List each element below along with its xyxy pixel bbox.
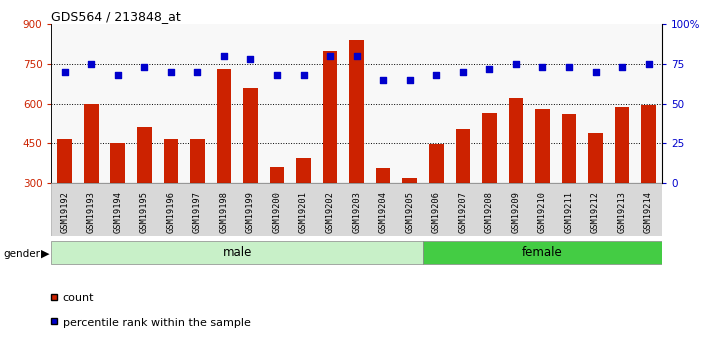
Text: GSM19204: GSM19204: [378, 191, 388, 233]
Bar: [137, 127, 151, 183]
Text: GSM19210: GSM19210: [538, 191, 547, 233]
Text: GSM19214: GSM19214: [644, 191, 653, 233]
Bar: [243, 88, 258, 183]
Point: [590, 69, 601, 75]
Point: [351, 53, 362, 59]
Bar: [84, 104, 99, 183]
Text: GSM19206: GSM19206: [432, 191, 441, 233]
Text: female: female: [522, 246, 563, 259]
Point: [511, 61, 522, 67]
Text: GDS564 / 213848_at: GDS564 / 213848_at: [51, 10, 181, 23]
Point: [457, 69, 468, 75]
Bar: [429, 145, 443, 183]
Text: gender: gender: [4, 249, 41, 258]
Text: GSM19197: GSM19197: [193, 191, 202, 233]
Bar: [376, 168, 391, 183]
Text: GSM19213: GSM19213: [618, 191, 627, 233]
Bar: [482, 113, 497, 183]
Bar: [190, 139, 205, 183]
Bar: [323, 51, 338, 183]
Bar: [641, 105, 656, 183]
Text: GSM19202: GSM19202: [326, 191, 335, 233]
Text: GSM19194: GSM19194: [114, 191, 122, 233]
Point: [59, 69, 71, 75]
Bar: [57, 139, 72, 183]
Text: GSM19201: GSM19201: [299, 191, 308, 233]
Text: GSM19195: GSM19195: [140, 191, 149, 233]
Bar: [349, 40, 364, 183]
Bar: [508, 98, 523, 183]
Point: [86, 61, 97, 67]
Bar: [296, 158, 311, 183]
Point: [139, 64, 150, 70]
Point: [271, 72, 283, 78]
Bar: [216, 69, 231, 183]
Point: [324, 53, 336, 59]
Point: [218, 53, 230, 59]
Bar: [535, 109, 550, 183]
Text: GSM19193: GSM19193: [86, 191, 96, 233]
Text: GSM19203: GSM19203: [352, 191, 361, 233]
Bar: [51, 241, 423, 264]
Text: GSM19199: GSM19199: [246, 191, 255, 233]
Point: [643, 61, 654, 67]
Text: count: count: [63, 294, 94, 303]
Text: GSM19205: GSM19205: [406, 191, 414, 233]
Point: [165, 69, 176, 75]
Text: GSM19198: GSM19198: [219, 191, 228, 233]
Point: [298, 72, 309, 78]
Text: male: male: [223, 246, 252, 259]
Point: [404, 77, 416, 82]
Text: ▶: ▶: [41, 249, 50, 258]
Point: [483, 66, 495, 71]
Text: GSM19209: GSM19209: [511, 191, 521, 233]
Bar: [423, 241, 662, 264]
Bar: [562, 114, 576, 183]
Point: [537, 64, 548, 70]
Text: GSM19212: GSM19212: [591, 191, 600, 233]
Bar: [111, 143, 125, 183]
Point: [112, 72, 124, 78]
Point: [616, 64, 628, 70]
Point: [431, 72, 442, 78]
Text: percentile rank within the sample: percentile rank within the sample: [63, 318, 251, 327]
Point: [191, 69, 203, 75]
Point: [378, 77, 389, 82]
Text: GSM19208: GSM19208: [485, 191, 494, 233]
Text: GSM19196: GSM19196: [166, 191, 176, 233]
Point: [563, 64, 575, 70]
Bar: [588, 132, 603, 183]
Bar: [615, 108, 629, 183]
Bar: [403, 178, 417, 183]
Text: GSM19200: GSM19200: [273, 191, 281, 233]
Text: GSM19211: GSM19211: [565, 191, 573, 233]
Text: GSM19207: GSM19207: [458, 191, 467, 233]
Bar: [270, 167, 284, 183]
Text: GSM19192: GSM19192: [60, 191, 69, 233]
Point: [245, 56, 256, 62]
Bar: [164, 139, 178, 183]
Bar: [456, 129, 470, 183]
